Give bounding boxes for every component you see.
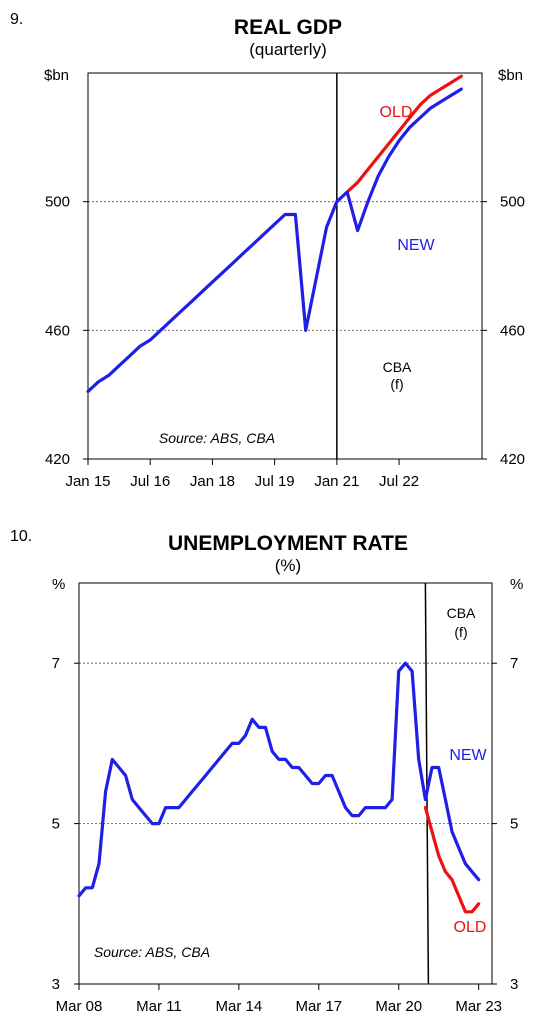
forecast-label: CBA bbox=[383, 359, 412, 375]
y-tick-label: 3 bbox=[510, 976, 518, 993]
x-tick-label: Jan 21 bbox=[314, 473, 359, 490]
y-unit-right: $bn bbox=[498, 67, 523, 84]
plot-frame bbox=[78, 582, 493, 985]
series-line-new bbox=[77, 661, 481, 898]
unemployment-rate-chart: 10. UNEMPLOYMENT RATE (%) % % 3 5 7 3 5 7 Ma… bbox=[10, 528, 523, 1015]
x-axis: Jan 15 Jul 16 Jan 18 Jul 19 Jan 21 Jul 22 bbox=[65, 459, 419, 490]
y-axis-right: 3 5 7 bbox=[492, 655, 518, 993]
series-lines bbox=[77, 661, 481, 914]
chart-subtitle: (%) bbox=[275, 556, 301, 575]
y-tick-label: 420 bbox=[500, 451, 525, 468]
x-tick-label: Mar 23 bbox=[455, 998, 502, 1015]
chart-number: 9. bbox=[10, 11, 23, 28]
gridlines bbox=[88, 201, 482, 331]
x-tick-label: Jul 16 bbox=[130, 473, 170, 490]
forecast-label: CBA bbox=[447, 605, 476, 621]
series-line-old bbox=[423, 805, 481, 914]
y-axis-right: 420 460 500 bbox=[482, 194, 525, 468]
gridlines bbox=[79, 662, 492, 824]
y-unit-left: % bbox=[52, 576, 65, 593]
series-label-old: OLD bbox=[380, 104, 413, 121]
y-tick-label: 420 bbox=[45, 451, 70, 468]
y-tick-label: 3 bbox=[52, 976, 60, 993]
chart-title: REAL GDP bbox=[234, 16, 342, 39]
series-line-new bbox=[86, 87, 463, 393]
x-tick-label: Jan 18 bbox=[190, 473, 235, 490]
x-axis: Mar 08 Mar 11 Mar 14 Mar 17 Mar 20 Mar 23 bbox=[56, 984, 502, 1015]
y-tick-label: 5 bbox=[52, 816, 60, 833]
chart-number: 10. bbox=[10, 528, 32, 545]
plot-frame bbox=[87, 72, 483, 460]
forecast-label-sub: (f) bbox=[390, 376, 403, 392]
source-note: Source: ABS, CBA bbox=[159, 430, 275, 446]
y-tick-label: 460 bbox=[45, 322, 70, 339]
real-gdp-chart: 9. REAL GDP (quarterly) $bn $bn 420 460 50… bbox=[10, 11, 525, 490]
y-tick-label: 5 bbox=[510, 816, 518, 833]
x-tick-label: Jul 19 bbox=[255, 473, 295, 490]
x-tick-label: Mar 08 bbox=[56, 998, 103, 1015]
y-tick-label: 7 bbox=[52, 655, 60, 672]
chart-title: UNEMPLOYMENT RATE bbox=[168, 532, 408, 555]
forecast-divider bbox=[424, 582, 430, 985]
y-unit-right: % bbox=[510, 576, 523, 593]
series-label-new: NEW bbox=[397, 237, 435, 254]
series-label-old: OLD bbox=[454, 919, 487, 936]
y-tick-label: 500 bbox=[500, 194, 525, 211]
y-tick-label: 500 bbox=[45, 194, 70, 211]
x-tick-label: Jul 22 bbox=[379, 473, 419, 490]
x-tick-label: Jan 15 bbox=[65, 473, 110, 490]
y-unit-left: $bn bbox=[44, 67, 69, 84]
y-axis-left: 3 5 7 bbox=[52, 655, 79, 993]
forecast-label-sub: (f) bbox=[454, 624, 467, 640]
series-label-new: NEW bbox=[449, 747, 487, 764]
x-tick-label: Mar 20 bbox=[375, 998, 422, 1015]
series-line-old bbox=[345, 74, 463, 194]
y-tick-label: 7 bbox=[510, 655, 518, 672]
y-axis-left: 420 460 500 bbox=[45, 194, 88, 468]
x-tick-label: Mar 14 bbox=[216, 998, 263, 1015]
chart-subtitle: (quarterly) bbox=[249, 40, 326, 59]
x-tick-label: Mar 11 bbox=[136, 998, 182, 1015]
series-lines bbox=[86, 74, 463, 393]
x-tick-label: Mar 17 bbox=[295, 998, 342, 1015]
y-tick-label: 460 bbox=[500, 322, 525, 339]
source-note: Source: ABS, CBA bbox=[94, 944, 210, 960]
